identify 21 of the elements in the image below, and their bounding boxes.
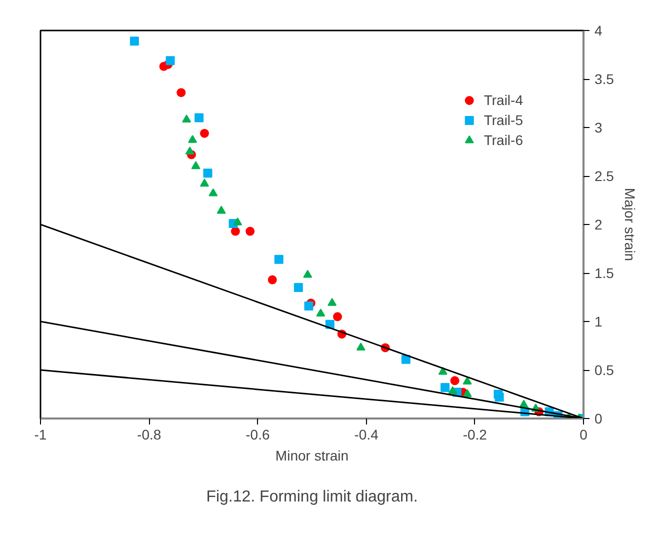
y-axis-title: Major strain — [622, 188, 638, 262]
x-tick-label: -1 — [34, 426, 47, 442]
x-axis-title: Minor strain — [275, 448, 349, 464]
y-tick-label: 1.5 — [594, 265, 614, 281]
y-tick-label: 0 — [594, 410, 602, 426]
x-tick-label: 0 — [580, 426, 588, 442]
x-tick-label: -0.8 — [137, 426, 162, 442]
x-tick-label: -0.4 — [354, 426, 379, 442]
legend-label: Trail-5 — [484, 112, 523, 128]
y-tick-label: 3.5 — [594, 71, 614, 87]
caption: Fig.12. Forming limit diagram. — [206, 488, 418, 506]
x-tick-label: -0.2 — [462, 426, 488, 442]
y-tick-label: 4 — [594, 22, 602, 38]
y-tick-label: 2.5 — [594, 168, 614, 184]
legend-label: Trail-6 — [484, 132, 523, 148]
legend-label: Trail-4 — [484, 92, 523, 108]
y-tick-label: 2 — [594, 216, 602, 232]
x-tick-label: -0.6 — [246, 426, 270, 442]
y-tick-label: 3 — [594, 120, 602, 136]
y-tick-label: 1 — [594, 314, 602, 330]
y-tick-label: 0.5 — [594, 362, 614, 378]
